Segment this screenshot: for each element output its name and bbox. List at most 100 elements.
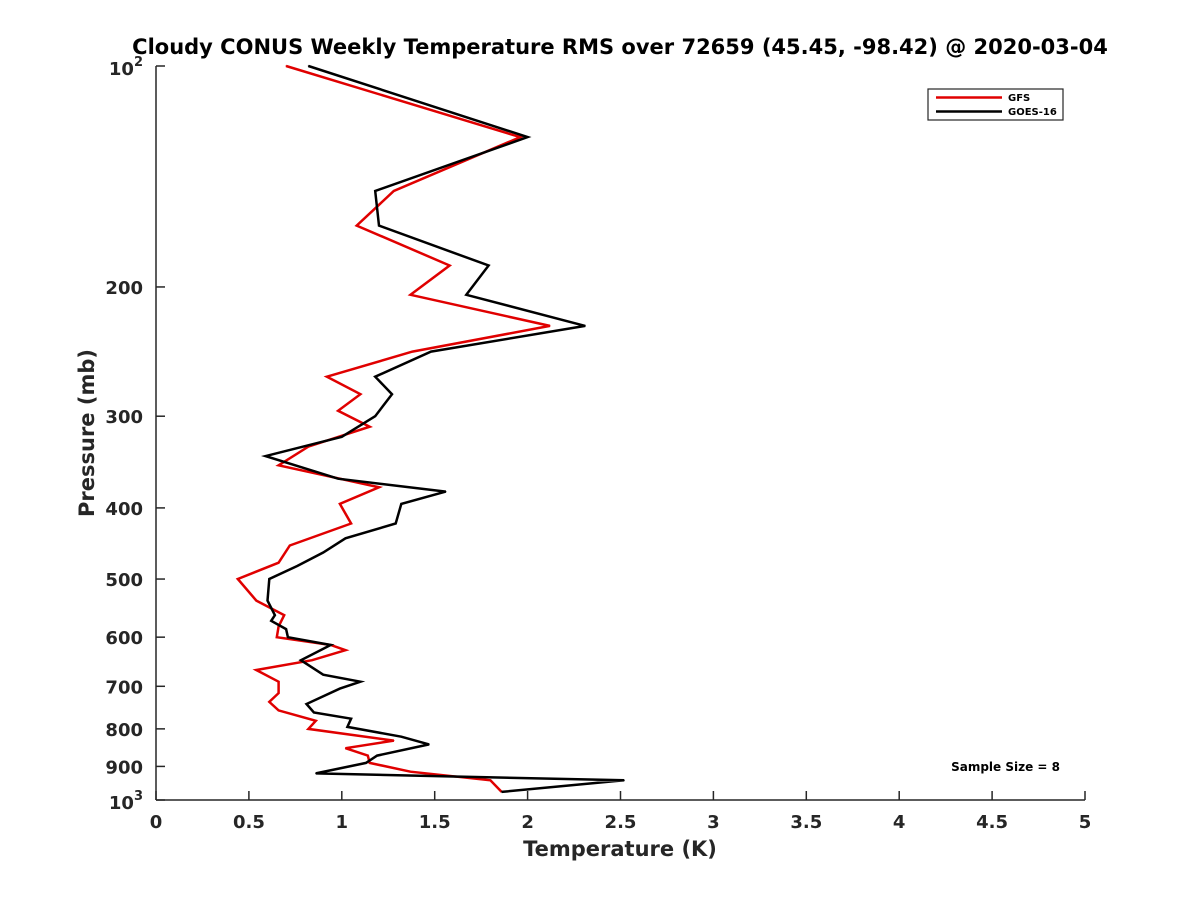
x-axis-label: Temperature (K) bbox=[523, 837, 717, 861]
data-point-goes-16 bbox=[527, 136, 529, 138]
data-point-goes-16 bbox=[270, 620, 272, 622]
y-tick-label: 700 bbox=[105, 677, 143, 698]
data-point-gfs bbox=[276, 636, 278, 638]
data-point-gfs bbox=[344, 649, 347, 651]
data-point-goes-16 bbox=[465, 294, 467, 296]
data-point-goes-16 bbox=[488, 264, 490, 267]
y-tick-label-power: 103 bbox=[109, 789, 143, 814]
data-point-gfs bbox=[519, 136, 521, 138]
data-point-gfs bbox=[393, 190, 395, 192]
x-tick-label: 3.5 bbox=[790, 812, 822, 833]
y-tick-base: 10 bbox=[109, 59, 134, 80]
data-point-goes-16 bbox=[330, 644, 332, 646]
data-point-gfs bbox=[283, 614, 285, 616]
y-tick-label: 500 bbox=[105, 570, 143, 591]
data-point-goes-16 bbox=[300, 659, 302, 661]
data-point-gfs bbox=[549, 325, 551, 327]
y-tick-base: 10 bbox=[109, 793, 134, 814]
series-points-goes-16 bbox=[265, 65, 625, 793]
data-point-goes-16 bbox=[378, 225, 380, 227]
y-tick-label: 300 bbox=[105, 407, 143, 428]
y-tick-label: 400 bbox=[105, 499, 143, 520]
data-point-goes-16 bbox=[395, 522, 397, 525]
data-point-goes-16 bbox=[374, 190, 376, 192]
y-tick-exponent: 3 bbox=[134, 789, 143, 804]
legend: GFS GOES-16 bbox=[927, 88, 1064, 121]
data-point-gfs bbox=[350, 522, 352, 525]
x-tick-label: 0.5 bbox=[233, 812, 265, 833]
data-point-gfs bbox=[367, 755, 369, 757]
y-tick-label: 600 bbox=[105, 628, 143, 649]
data-point-goes-16 bbox=[322, 674, 324, 676]
data-point-gfs bbox=[315, 720, 317, 722]
data-point-goes-16 bbox=[374, 376, 376, 378]
data-point-gfs bbox=[409, 771, 412, 773]
y-tick-label: 200 bbox=[105, 278, 143, 299]
data-point-gfs bbox=[268, 701, 270, 703]
data-point-goes-16 bbox=[266, 600, 269, 602]
legend-label-gfs: GFS bbox=[1008, 93, 1030, 104]
x-tick-label: 4 bbox=[893, 812, 906, 833]
data-point-goes-16 bbox=[274, 614, 276, 616]
data-point-gfs bbox=[369, 762, 371, 764]
data-point-gfs bbox=[339, 503, 341, 505]
data-point-goes-16 bbox=[359, 681, 361, 683]
data-point-gfs bbox=[278, 562, 280, 564]
x-ticks: 0 0.5 1 1.5 2 2.5 3 3.5 4 4.5 5 bbox=[150, 791, 1091, 833]
data-point-gfs bbox=[337, 410, 339, 412]
data-point-goes-16 bbox=[400, 503, 402, 505]
data-point-goes-16 bbox=[350, 718, 352, 720]
x-tick-label: 3 bbox=[707, 812, 720, 833]
data-point-gfs bbox=[369, 426, 371, 428]
data-point-goes-16 bbox=[322, 551, 324, 554]
data-point-goes-16 bbox=[305, 703, 308, 705]
data-point-gfs bbox=[255, 600, 257, 602]
x-tick-label: 0 bbox=[150, 812, 163, 833]
data-point-gfs bbox=[255, 669, 257, 671]
y-axis-label: Pressure (mb) bbox=[75, 349, 99, 517]
data-point-gfs bbox=[411, 351, 413, 353]
chart-title: Cloudy CONUS Weekly Temperature RMS over… bbox=[132, 35, 1108, 59]
legend-box bbox=[927, 88, 1064, 121]
series-line-gfs bbox=[235, 64, 551, 793]
x-tick-label: 1 bbox=[336, 812, 349, 833]
data-point-goes-16 bbox=[376, 755, 378, 757]
data-point-goes-16 bbox=[344, 537, 347, 539]
x-tick-label: 2.5 bbox=[605, 812, 637, 833]
y-tick-label: 900 bbox=[105, 757, 143, 778]
data-point-gfs bbox=[356, 225, 358, 227]
data-point-gfs bbox=[289, 544, 291, 547]
data-point-gfs bbox=[393, 740, 395, 742]
data-point-gfs bbox=[409, 294, 412, 296]
data-point-gfs bbox=[311, 659, 313, 661]
data-point-gfs bbox=[285, 65, 287, 67]
data-point-goes-16 bbox=[365, 762, 367, 764]
data-point-goes-16 bbox=[315, 772, 317, 775]
data-point-goes-16 bbox=[623, 779, 625, 781]
x-tick-label: 4.5 bbox=[976, 812, 1008, 833]
data-point-goes-16 bbox=[341, 436, 343, 438]
data-point-gfs bbox=[278, 692, 280, 694]
data-point-goes-16 bbox=[346, 726, 348, 728]
legend-label-goes16: GOES-16 bbox=[1008, 107, 1057, 118]
series-lines bbox=[235, 64, 625, 794]
data-point-goes-16 bbox=[307, 65, 309, 67]
data-point-gfs bbox=[326, 376, 328, 378]
data-point-goes-16 bbox=[400, 736, 402, 738]
data-point-goes-16 bbox=[584, 325, 586, 327]
data-point-gfs bbox=[359, 393, 361, 395]
axes bbox=[155, 66, 1085, 801]
data-point-goes-16 bbox=[268, 578, 270, 580]
y-tick-label: 800 bbox=[105, 720, 143, 741]
data-point-gfs bbox=[278, 709, 280, 712]
data-point-gfs bbox=[278, 681, 280, 683]
data-point-goes-16 bbox=[296, 565, 298, 567]
data-point-gfs bbox=[378, 486, 380, 488]
data-point-gfs bbox=[278, 464, 280, 466]
data-point-goes-16 bbox=[337, 478, 339, 480]
y-tick-label-power: 102 bbox=[109, 55, 143, 80]
y-tick-exponent: 2 bbox=[134, 55, 143, 70]
data-point-gfs bbox=[449, 264, 451, 267]
